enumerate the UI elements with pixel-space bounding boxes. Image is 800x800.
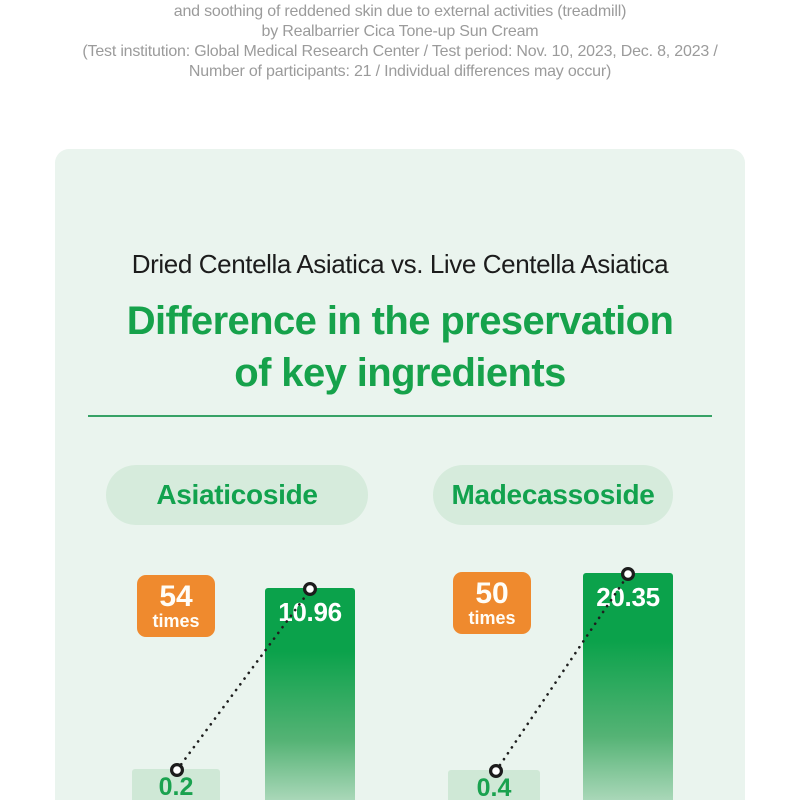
bar-live-asiaticoside: 10.96 <box>265 588 355 800</box>
ingredient-pill-label: Madecassoside <box>451 479 655 510</box>
ingredient-pill-asiaticoside: Asiaticoside <box>106 465 368 525</box>
bar-value-label: 10.96 <box>278 597 342 627</box>
bar-dried-asiaticoside: 0.2 <box>132 769 220 800</box>
multiplier-badge-asiaticoside: 54 times <box>137 575 215 637</box>
bar-dried-madecassoside: 0.4 <box>448 770 540 800</box>
comparison-title-line1: Difference in the preservation <box>126 299 674 343</box>
bar-value-label: 0.2 <box>158 773 194 800</box>
multiplier-value: 50 <box>475 577 509 610</box>
bar-value-label: 0.4 <box>476 774 512 800</box>
test-disclaimer: and soothing of reddened skin due to ext… <box>0 2 800 82</box>
multiplier-badge-madecassoside: 50 times <box>453 572 531 634</box>
bar-value-label: 20.35 <box>596 582 660 612</box>
disclaimer-line: by Realbarrier Cica Tone-up Sun Cream <box>261 23 539 40</box>
title-divider <box>88 415 712 417</box>
disclaimer-line: and soothing of reddened skin due to ext… <box>173 3 627 20</box>
multiplier-unit: times <box>468 608 516 628</box>
bar-live-madecassoside: 20.35 <box>583 573 673 800</box>
comparison-card: Dried Centella Asiatica vs. Live Centell… <box>55 149 745 800</box>
comparison-subtitle: Dried Centella Asiatica vs. Live Centell… <box>131 249 669 279</box>
comparison-title-line2: of key ingredients <box>234 351 566 395</box>
ingredient-pill-label: Asiaticoside <box>156 479 318 510</box>
multiplier-unit: times <box>152 611 200 631</box>
multiplier-value: 54 <box>159 580 193 613</box>
disclaimer-line: Number of participants: 21 / Individual … <box>188 63 612 80</box>
comparison-title: Difference in the preservation of key in… <box>55 295 745 399</box>
ingredient-pill-madecassoside: Madecassoside <box>433 465 673 525</box>
disclaimer-line: (Test institution: Global Medical Resear… <box>82 43 718 60</box>
